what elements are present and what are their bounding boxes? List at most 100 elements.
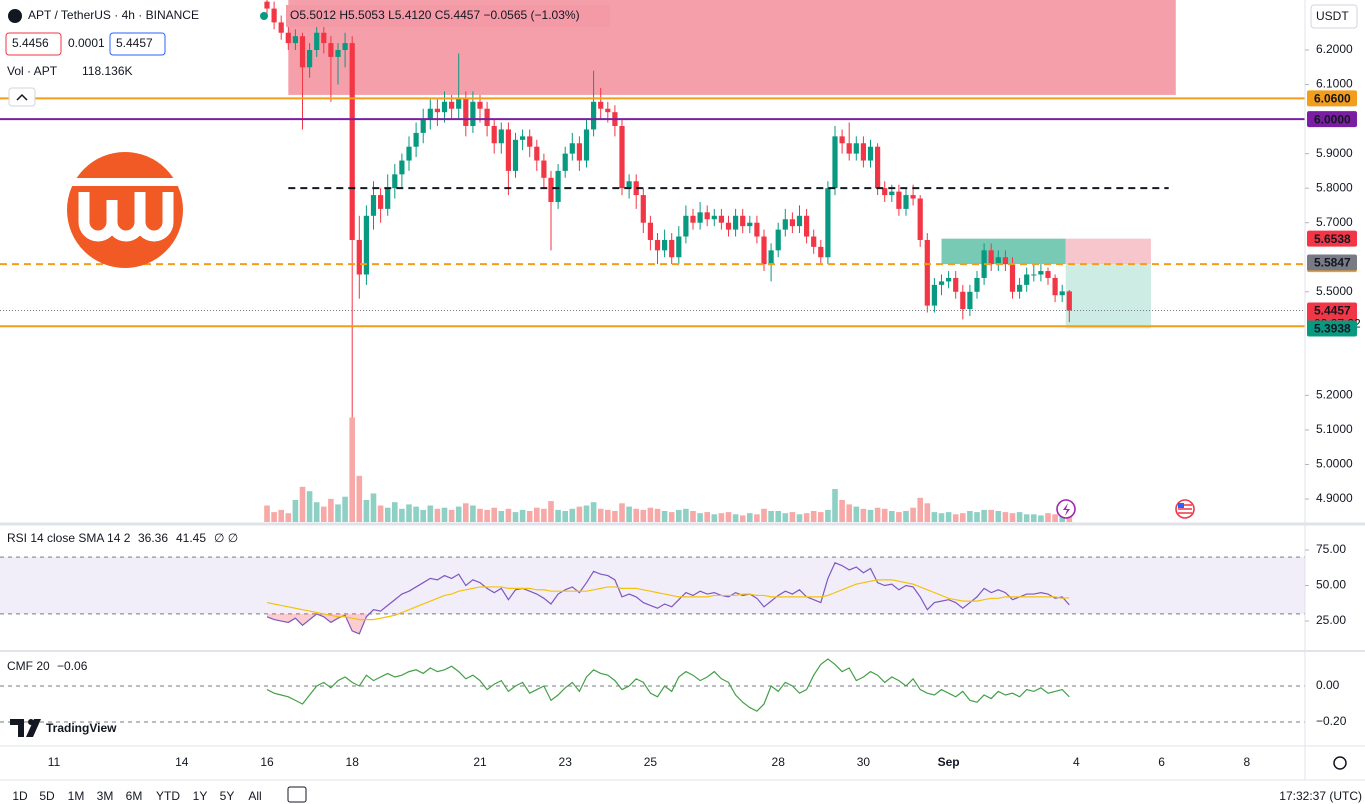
symbol-icon (8, 9, 22, 23)
candle-body (654, 239, 661, 251)
volume-bar (349, 417, 355, 522)
volume-bar (974, 512, 980, 522)
volume-bar (498, 511, 505, 522)
range-button[interactable]: 1M (68, 789, 85, 803)
volume-bar (853, 506, 860, 522)
candle-body (718, 215, 724, 223)
volume-bar (470, 505, 476, 522)
candle-body (853, 143, 859, 154)
candle-body (548, 177, 554, 202)
x-tick-label: 11 (48, 755, 61, 769)
candle-body (583, 129, 590, 161)
candle-body (498, 129, 504, 144)
candle-body (995, 257, 1001, 265)
range-button[interactable]: YTD (156, 789, 180, 803)
volume-bar (626, 506, 632, 522)
candle-body (1017, 284, 1023, 292)
volume-bar (633, 508, 639, 522)
range-button[interactable]: 1D (12, 789, 28, 803)
candle-body (860, 143, 866, 161)
candle-body (541, 160, 547, 178)
candle-body (392, 174, 398, 189)
price-tag-text: 5.3938 (1314, 322, 1351, 336)
volume-bar (512, 512, 519, 522)
volume-bar (832, 489, 838, 522)
candle-body (796, 215, 803, 227)
volume-bar (960, 513, 966, 522)
candle-body (406, 146, 412, 161)
range-button[interactable]: 5Y (220, 789, 235, 803)
volume-bar (690, 511, 696, 522)
symbol-title[interactable]: APT / TetherUS · 4h · BINANCE (28, 8, 199, 22)
rsi-band (0, 557, 1305, 614)
candle-body (342, 43, 348, 51)
volume-bar (583, 505, 590, 522)
ask-box[interactable] (109, 32, 166, 56)
candle-body (427, 108, 433, 120)
candle-body (761, 236, 767, 265)
volume-bar (313, 502, 320, 522)
x-tick-label: 23 (559, 755, 573, 769)
range-button[interactable]: 5D (39, 789, 55, 803)
candle-body (946, 277, 952, 282)
candle-body (385, 188, 391, 209)
volume-bar (945, 512, 952, 522)
candle-body (449, 101, 455, 109)
volume-bar (952, 514, 959, 522)
x-tick-label: 14 (175, 755, 189, 769)
indicator-line (266, 562, 1070, 635)
candle-body (960, 291, 966, 310)
cmf-value: −0.06 (57, 659, 88, 673)
candle-body (299, 36, 306, 68)
volume-bar (1009, 513, 1016, 522)
volume-bar (491, 507, 497, 522)
collapse-button[interactable] (8, 87, 36, 107)
volume-bar (803, 513, 810, 522)
candle-body (953, 277, 959, 292)
volume-bar (839, 500, 845, 522)
indicator-line (266, 579, 1070, 621)
x-tick-label: 16 (260, 755, 274, 769)
volume-bar (1031, 514, 1037, 522)
date-range-icon[interactable] (287, 786, 307, 803)
range-button[interactable]: 1Y (193, 789, 208, 803)
currency-box[interactable] (1310, 4, 1358, 29)
bid-box[interactable] (5, 32, 62, 56)
event-icons (1056, 499, 1195, 519)
candle-body (640, 195, 646, 223)
volume-bar (306, 491, 313, 522)
candle-body (818, 246, 824, 258)
candle-body (477, 101, 483, 109)
volume-bar (654, 508, 661, 522)
x-tick-label: Sep (938, 755, 960, 769)
range-button[interactable]: All (248, 789, 261, 803)
volume-bar (924, 503, 931, 522)
candle-body (867, 146, 874, 161)
volume-bar (1045, 513, 1051, 522)
candle-body (669, 239, 675, 258)
volume-bar (640, 509, 647, 522)
y-tick-label: 5.0000 (1316, 457, 1353, 471)
volume-bar (541, 508, 547, 522)
volume-bar (768, 511, 774, 522)
candle-body (569, 143, 575, 154)
volume-bar (590, 502, 597, 522)
level-price-text: 6.0000 (1314, 112, 1351, 126)
range-button[interactable]: 3M (97, 789, 114, 803)
settings-icon[interactable] (1333, 756, 1347, 770)
candle-body (917, 198, 923, 240)
candle-body (683, 215, 689, 237)
volume-bar (796, 514, 803, 522)
range-button[interactable]: 6M (126, 789, 143, 803)
candle-body (1038, 271, 1044, 275)
volume-bar (825, 509, 831, 522)
volume-bar (1023, 514, 1030, 522)
volume-bar (889, 511, 895, 522)
position-stop-box (1065, 238, 1151, 265)
volume-bar (370, 493, 377, 522)
candle-body (733, 215, 739, 230)
candle-body (647, 222, 653, 240)
y-tick-label: 5.7000 (1316, 215, 1353, 229)
volume-bar (463, 503, 469, 522)
